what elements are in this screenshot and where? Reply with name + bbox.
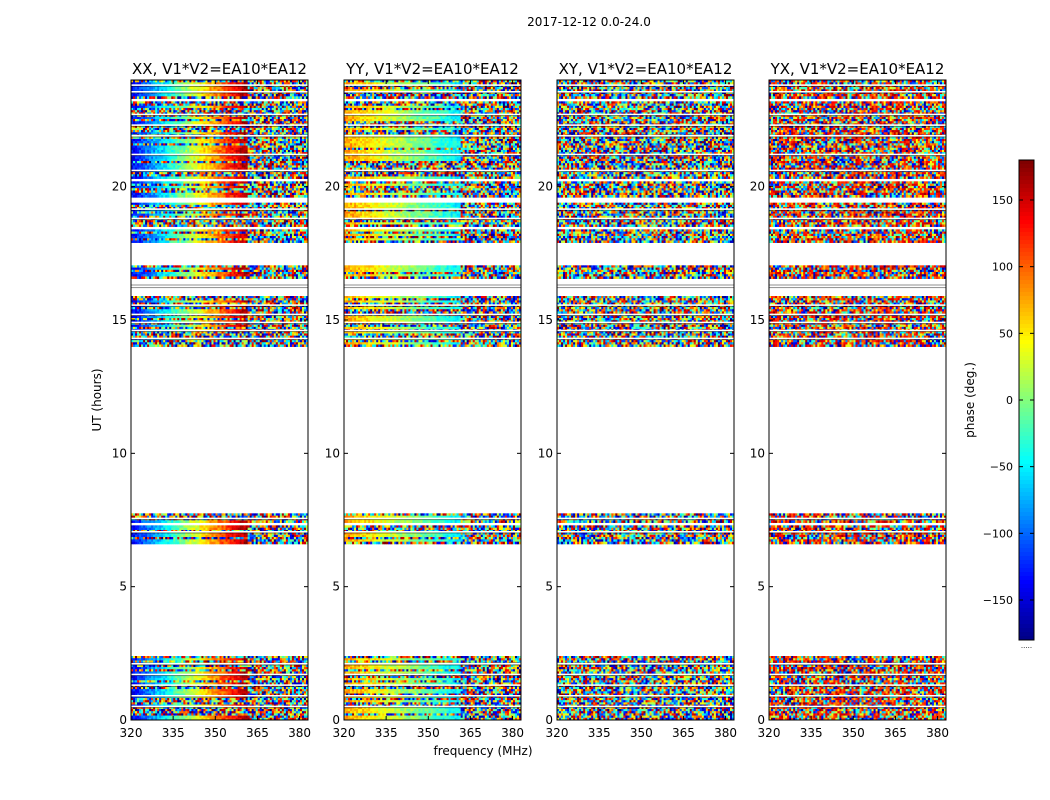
y-tick-label: 5 — [757, 580, 765, 594]
y-tick-label: 10 — [750, 446, 765, 460]
heatmap-cells — [769, 80, 946, 720]
x-tick-label: 350 — [204, 726, 227, 740]
colorbar-tick-label: 150 — [992, 194, 1013, 207]
axes-frame — [768, 79, 947, 721]
colorbar: 150 100 50 0 −50 −100 −150 phase (deg.)..... — [963, 159, 1035, 650]
panel-title: XY, V1*V2=EA10*EA12 — [559, 60, 733, 78]
colorbar-tick-label: 100 — [992, 261, 1013, 274]
heatmap-panel: XY, V1*V2=EA10*EA12 320 335 350 365 380 0 5 10 15… — [538, 60, 737, 740]
x-tick-label: 380 — [714, 726, 737, 740]
y-tick-label: 0 — [119, 713, 127, 727]
x-tick-label: 335 — [162, 726, 185, 740]
heatmap-cells — [344, 80, 521, 720]
x-tick-label: 335 — [375, 726, 398, 740]
x-tick-label: 335 — [800, 726, 823, 740]
axes-frame — [556, 79, 735, 721]
y-tick-label: 5 — [119, 580, 127, 594]
x-tick-label: 350 — [417, 726, 440, 740]
panel-title: XX, V1*V2=EA10*EA12 — [132, 60, 307, 78]
y-axis-label: UT (hours) — [90, 368, 104, 431]
heatmap-cells — [131, 80, 308, 720]
figure-suptitle: 2017-12-12 0.0-24.0 — [527, 15, 651, 29]
y-tick-label: 10 — [112, 446, 127, 460]
y-tick-label: 15 — [112, 313, 127, 327]
x-tick-label: 335 — [588, 726, 611, 740]
x-tick-label: 380 — [501, 726, 524, 740]
y-tick-label: 0 — [757, 713, 765, 727]
y-tick-label: 5 — [545, 580, 553, 594]
x-tick-label: 380 — [926, 726, 949, 740]
x-tick-label: 320 — [333, 726, 356, 740]
colorbar-tick-label: 50 — [999, 327, 1013, 340]
heatmap-panel: XX, V1*V2=EA10*EA12 320 335 350 365 380 0 5 10 15… — [112, 60, 311, 740]
colorbar-tick-label: −50 — [990, 461, 1013, 474]
heatmap-panel: YY, V1*V2=EA10*EA12 320 335 350 365 380 0 5 10 15… — [325, 60, 524, 740]
colorbar-below-text: ..... — [1021, 642, 1032, 650]
axes-frame — [343, 79, 522, 721]
y-tick-label: 15 — [538, 313, 553, 327]
x-tick-label: 350 — [842, 726, 865, 740]
x-axis-label: frequency (MHz) — [433, 744, 532, 758]
x-tick-label: 365 — [246, 726, 269, 740]
panel-title: YX, V1*V2=EA10*EA12 — [770, 60, 945, 78]
heatmap-panel: YX, V1*V2=EA10*EA12 320 335 350 365 380 0 5 10 15… — [750, 60, 949, 740]
x-tick-label: 365 — [884, 726, 907, 740]
panel-title: YY, V1*V2=EA10*EA12 — [345, 60, 519, 78]
colorbar-tick-label: −100 — [983, 527, 1013, 540]
colorbar-label: phase (deg.) — [963, 362, 977, 438]
heatmap-panels: XX, V1*V2=EA10*EA12 320 335 350 365 380 0 5 10 15… — [112, 60, 949, 740]
y-tick-label: 15 — [750, 313, 765, 327]
x-tick-label: 380 — [288, 726, 311, 740]
x-tick-label: 320 — [758, 726, 781, 740]
y-tick-label: 20 — [750, 180, 765, 194]
axes-frame — [130, 79, 309, 721]
y-tick-label: 10 — [538, 446, 553, 460]
y-tick-label: 5 — [332, 580, 340, 594]
colorbar-tick-label: 0 — [1006, 394, 1013, 407]
y-tick-label: 20 — [325, 180, 340, 194]
y-tick-label: 10 — [325, 446, 340, 460]
x-tick-label: 365 — [459, 726, 482, 740]
x-tick-label: 365 — [672, 726, 695, 740]
y-tick-label: 0 — [332, 713, 340, 727]
x-tick-label: 350 — [630, 726, 653, 740]
y-tick-label: 20 — [112, 180, 127, 194]
y-tick-label: 15 — [325, 313, 340, 327]
y-tick-label: 0 — [545, 713, 553, 727]
heatmap-cells — [557, 80, 734, 720]
y-tick-label: 20 — [538, 180, 553, 194]
x-tick-label: 320 — [546, 726, 569, 740]
colorbar-tick-label: −150 — [983, 594, 1013, 607]
x-tick-label: 320 — [120, 726, 143, 740]
